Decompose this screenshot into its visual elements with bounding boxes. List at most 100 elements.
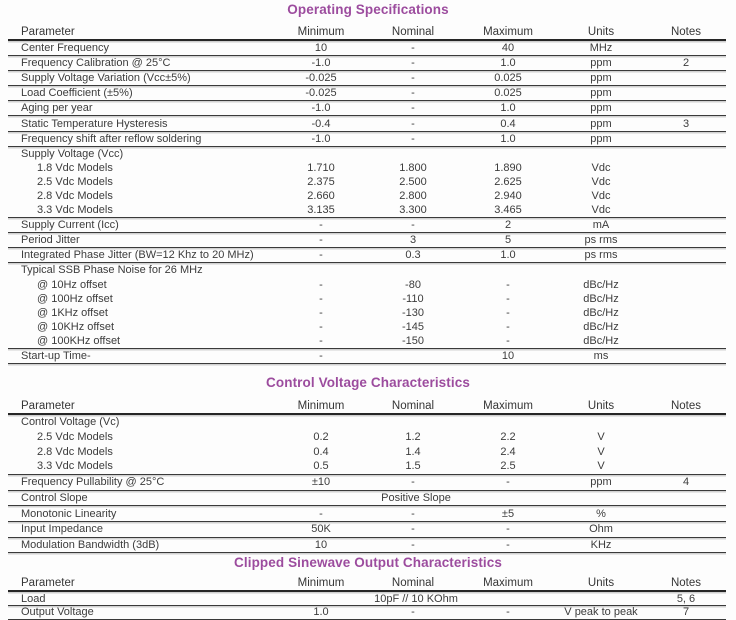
minimum-cell: 1.0 [313, 606, 329, 619]
parameter-cell: @ 1KHz offset [37, 306, 108, 319]
parameter-cell: Center Frequency [21, 42, 110, 55]
maximum-cell: 3.465 [494, 204, 522, 217]
parameter-cell: Load [21, 592, 46, 605]
minimum-cell: 2.660 [307, 189, 335, 202]
minimum-cell: 0.2 [313, 431, 329, 444]
minimum-cell: - [319, 292, 323, 305]
units-cell: ppm [590, 117, 612, 130]
parameter-cell: Static Temperature Hysteresis [21, 117, 168, 130]
column-header-notes: Notes [670, 26, 702, 38]
nominal-cell: - [411, 132, 415, 145]
table-row: 2.8 Vdc Models 0.4 1.4 2.4 V [8, 444, 726, 459]
table-row: Input Impedance 50K - - Ohm [8, 522, 726, 538]
nominal-cell: - [411, 72, 415, 85]
minimum-cell: - [319, 278, 323, 291]
parameter-cell: Aging per year [21, 102, 93, 115]
column-header-units: Units [587, 26, 615, 38]
minimum-cell: -0.025 [305, 72, 337, 85]
table-row: 2.5 Vdc Models 0.2 1.2 2.2 V [8, 430, 726, 445]
table-row: Control Voltage (Vc) [8, 415, 726, 430]
nominal-cell: -110 [402, 292, 424, 305]
control-voltage-characteristics-table: Control Voltage Characteristics Paramete… [8, 375, 728, 554]
units-cell: ms [593, 350, 609, 363]
units-cell: Vdc [591, 204, 611, 217]
nominal-cell: - [411, 219, 415, 232]
maximum-cell: - [506, 278, 510, 291]
parameter-cell: Frequency Calibration @ 25°C [21, 57, 171, 70]
parameter-cell: Output Voltage [21, 606, 94, 619]
table-row: Aging per year -1.0-1.0 ppm [8, 101, 726, 117]
units-cell: ppm [590, 57, 612, 70]
maximum-cell: - [506, 606, 510, 619]
column-header-maximum: Maximum [483, 400, 533, 413]
nominal-cell: -150 [401, 334, 425, 347]
minimum-cell: 50K [311, 523, 331, 536]
nominal-cell: 3 [409, 234, 417, 247]
table-row: Load 10pF // 10 KOhm 5, 6 [8, 592, 726, 607]
table-header-row: Parameter Minimum Nominal Maximum Units Notes [8, 21, 726, 41]
nominal-cell: 2.800 [399, 189, 427, 202]
maximum-cell: 2.940 [494, 189, 522, 202]
nominal-cell: - [411, 476, 415, 489]
nominal-cell: - [411, 117, 415, 130]
table-row: Start-up Time- - 10 ms [8, 349, 726, 365]
parameter-cell: 2.8 Vdc Models [37, 445, 113, 458]
table-header-row: Parameter Minimum Nominal Maximum Units Notes [8, 572, 726, 593]
units-cell: KHz [590, 538, 612, 551]
table-row: Frequency Pullability @ 25°C ±10 - - ppm 4 [8, 475, 726, 491]
column-header-minimum: Minimum [297, 26, 345, 38]
parameter-cell: Modulation Bandwidth (3dB) [21, 538, 160, 551]
units-cell: V [597, 445, 605, 458]
parameter-cell: Supply Voltage Variation (Vcc±5%) [21, 72, 191, 85]
parameter-cell: @ 100KHz offset [37, 334, 121, 347]
notes-cell: 3 [682, 117, 690, 130]
units-cell: ppm [590, 72, 612, 85]
maximum-cell: - [506, 538, 510, 551]
units-cell: ppm [590, 132, 612, 145]
units-cell: dBc/Hz [583, 334, 619, 347]
units-cell: Vdc [591, 175, 611, 188]
units-cell: MHz [589, 42, 613, 55]
nominal-cell: 1.2 [405, 431, 421, 444]
column-header-parameter: Parameter [21, 400, 75, 413]
minimum-cell: -0.4 [311, 117, 331, 130]
table-row: Control Slope Positive Slope [8, 491, 726, 507]
spanned-value-cell: 10pF // 10 KOhm [374, 592, 458, 605]
spanned-value-cell: Positive Slope [381, 491, 451, 504]
column-header-maximum: Maximum [483, 26, 533, 38]
table-row: @ 100KHz offset - -150 - dBc/Hz [8, 334, 726, 349]
maximum-cell: 2.4 [500, 445, 516, 458]
column-header-notes: Notes [670, 400, 702, 413]
minimum-cell: - [319, 234, 323, 247]
maximum-cell: 1.0 [500, 249, 516, 262]
table-row: Period Jitter - 3 5 ps rms [8, 233, 726, 249]
column-header-maximum: Maximum [483, 577, 533, 590]
table-row: Output Voltage 1.0 - - V peak to peak 7 [8, 606, 726, 620]
minimum-cell: 1.710 [307, 161, 335, 174]
minimum-cell: 0.5 [313, 460, 329, 473]
nominal-cell: 0.3 [405, 249, 421, 262]
units-cell: dBc/Hz [583, 306, 619, 319]
parameter-cell: @ 100Hz offset [37, 292, 113, 305]
table-row: 2.5 Vdc Models 2.375 2.500 2.625 Vdc [8, 175, 726, 189]
nominal-cell: 1.5 [405, 460, 421, 473]
parameter-cell: Typical SSB Phase Noise for 26 MHz [21, 264, 203, 277]
clipped-sinewave-output-characteristics-table: Clipped Sinewave Output Characteristics … [8, 555, 728, 620]
parameter-cell: Frequency Pullability @ 25°C [21, 476, 165, 489]
units-cell: Vdc [591, 161, 611, 174]
notes-cell: 5, 6 [676, 592, 696, 605]
notes-cell: 2 [682, 57, 690, 70]
operating-specifications-table: Operating Specifications Parameter Minimu… [8, 2, 728, 365]
table-row: Monotonic Linearity - - ±5% [8, 506, 726, 522]
units-cell: mA [592, 219, 610, 232]
parameter-cell: 2.8 Vdc Models [37, 189, 113, 202]
parameter-cell: Control Voltage (Vc) [21, 416, 120, 429]
parameter-cell: @ 10Hz offset [37, 278, 107, 291]
maximum-cell: 2.5 [500, 460, 516, 473]
maximum-cell: 40 [501, 42, 515, 55]
column-header-minimum: Minimum [297, 400, 345, 413]
maximum-cell: 0.025 [494, 72, 522, 85]
minimum-cell: - [319, 320, 323, 333]
column-header-units: Units [587, 577, 615, 590]
